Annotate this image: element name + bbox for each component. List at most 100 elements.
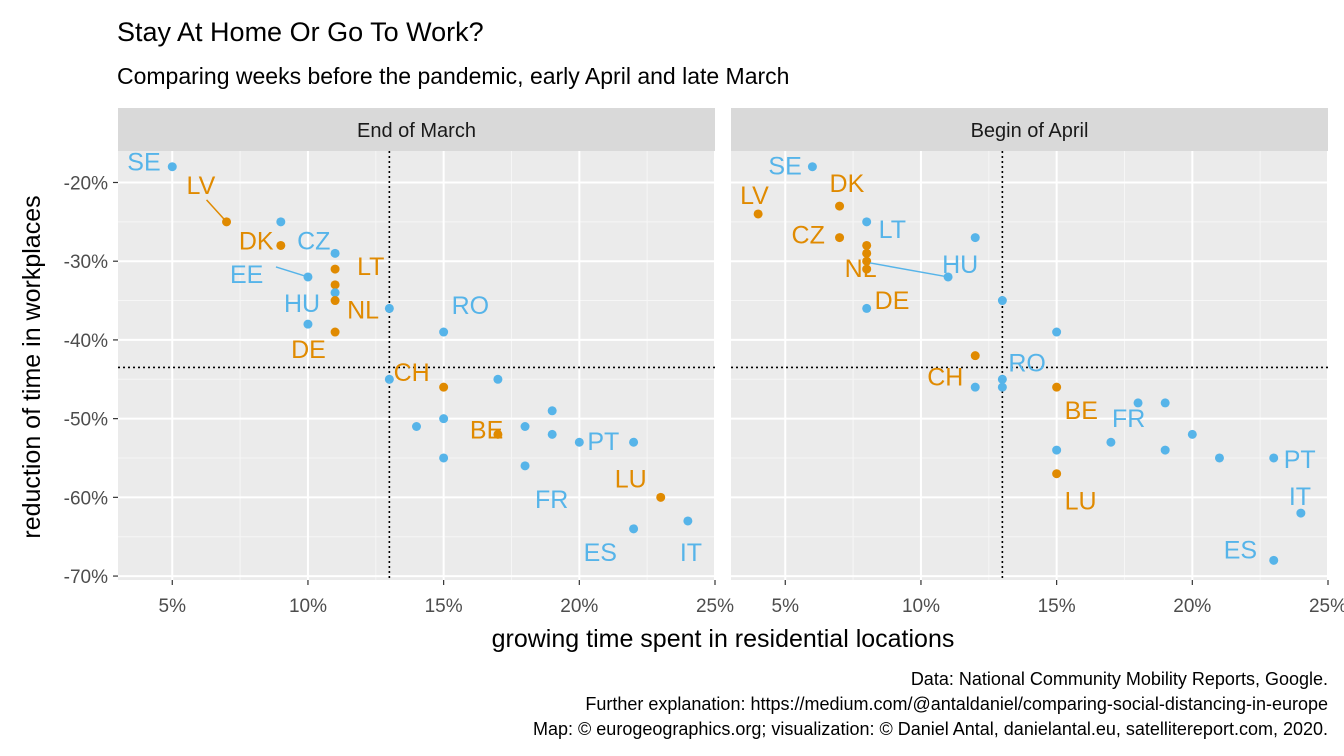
data-point-de	[862, 264, 872, 274]
data-point	[1052, 327, 1062, 337]
y-tick-label: -50%	[64, 410, 108, 431]
data-point-se	[807, 162, 817, 172]
data-point	[330, 280, 340, 290]
data-point	[547, 406, 557, 416]
point-label-lu: LU	[615, 465, 647, 493]
point-label-ch: CH	[927, 364, 963, 392]
point-label-lu: LU	[1065, 488, 1097, 516]
data-point-lv	[222, 217, 232, 227]
facet-strip-label: End of March	[357, 120, 476, 142]
data-point-lu	[1052, 469, 1062, 479]
data-point	[629, 437, 639, 447]
point-label-se: SE	[127, 149, 160, 177]
data-point	[970, 382, 980, 392]
point-label-it: IT	[1289, 483, 1311, 511]
caption-line-2: Further explanation: https://medium.com/…	[585, 694, 1328, 714]
facet-strip	[731, 108, 1328, 151]
data-point-es	[1269, 555, 1279, 565]
y-tick-label: -70%	[64, 567, 108, 588]
caption-line-1: Data: National Community Mobility Report…	[911, 669, 1328, 689]
data-point	[1160, 445, 1170, 455]
data-point-ro	[997, 374, 1007, 384]
point-label-lt: LT	[879, 216, 906, 244]
data-point-lv	[753, 209, 763, 219]
point-label-lv: LV	[187, 172, 216, 200]
label-leader-line	[205, 199, 228, 223]
label-leader-line	[275, 266, 309, 278]
data-point-it	[1296, 508, 1306, 518]
data-point-lu	[656, 492, 666, 502]
x-tick-label: 10%	[902, 596, 940, 617]
data-point	[1052, 445, 1062, 455]
point-label-cz: CZ	[792, 222, 825, 250]
point-label-lv: LV	[740, 182, 769, 210]
data-point-ch	[970, 351, 980, 361]
data-point-be	[493, 429, 503, 439]
data-point-hu	[943, 272, 953, 282]
y-tick-label: -60%	[64, 488, 108, 509]
data-point-de	[330, 327, 340, 337]
x-tick-label: 15%	[425, 596, 463, 617]
point-label-ch: CH	[394, 359, 430, 387]
point-label-es: ES	[584, 539, 617, 567]
data-point-fr	[1133, 398, 1143, 408]
data-point	[1214, 453, 1224, 463]
data-point	[520, 422, 530, 432]
panel-background	[118, 151, 715, 580]
data-point-be	[1052, 382, 1062, 392]
x-tick-label: 5%	[772, 596, 800, 617]
data-point	[1187, 429, 1197, 439]
point-label-ro: RO	[1008, 349, 1046, 377]
data-point-lt	[330, 264, 340, 274]
data-point-es	[629, 524, 639, 534]
data-point	[493, 374, 503, 384]
data-point	[384, 303, 394, 313]
point-label-pt: PT	[587, 428, 619, 456]
point-label-dk: DK	[239, 227, 274, 255]
facet-strip	[118, 108, 715, 151]
point-label-de: DE	[291, 336, 326, 364]
point-label-dk: DK	[830, 170, 865, 198]
data-point-nl	[862, 256, 872, 266]
data-point-ro	[439, 327, 449, 337]
data-point	[547, 429, 557, 439]
point-label-se: SE	[768, 153, 801, 181]
data-point-it	[683, 516, 693, 526]
point-label-pt: PT	[1284, 446, 1316, 474]
data-point	[862, 303, 872, 313]
y-axis-title: reduction of time in workplaces	[18, 195, 46, 538]
data-point	[439, 453, 449, 463]
data-point-se	[167, 162, 177, 172]
x-axis-title: growing time spent in residential locati…	[492, 625, 955, 653]
data-point	[1106, 437, 1116, 447]
point-label-fr: FR	[535, 486, 568, 514]
data-point	[970, 233, 980, 243]
x-tick-label: 15%	[1038, 596, 1076, 617]
caption-line-3: Map: © eurogeographics.org; visualizatio…	[533, 719, 1328, 739]
y-tick-label: -20%	[64, 173, 108, 194]
point-label-it: IT	[680, 539, 702, 567]
data-point-ch	[439, 382, 449, 392]
x-tick-label: 20%	[560, 596, 598, 617]
data-point-dk	[276, 240, 286, 250]
chart-title: Stay At Home Or Go To Work?	[117, 17, 484, 47]
point-label-ro: RO	[452, 292, 490, 320]
point-label-de: DE	[875, 287, 910, 315]
point-label-hu: HU	[284, 290, 320, 318]
data-point	[862, 248, 872, 258]
point-label-es: ES	[1224, 536, 1257, 564]
data-point	[862, 240, 872, 250]
y-axis-ticks: -20% -30% -40% -50% -60% -70%	[64, 173, 118, 588]
point-label-lt: LT	[357, 253, 384, 281]
point-label-fr: FR	[1112, 405, 1145, 433]
x-tick-label: 10%	[289, 596, 327, 617]
point-label-nl: NL	[347, 297, 379, 325]
data-point	[330, 288, 340, 298]
data-point	[276, 217, 286, 227]
data-point-fr	[520, 461, 530, 471]
panel-background	[731, 151, 1328, 580]
data-point	[384, 374, 394, 384]
